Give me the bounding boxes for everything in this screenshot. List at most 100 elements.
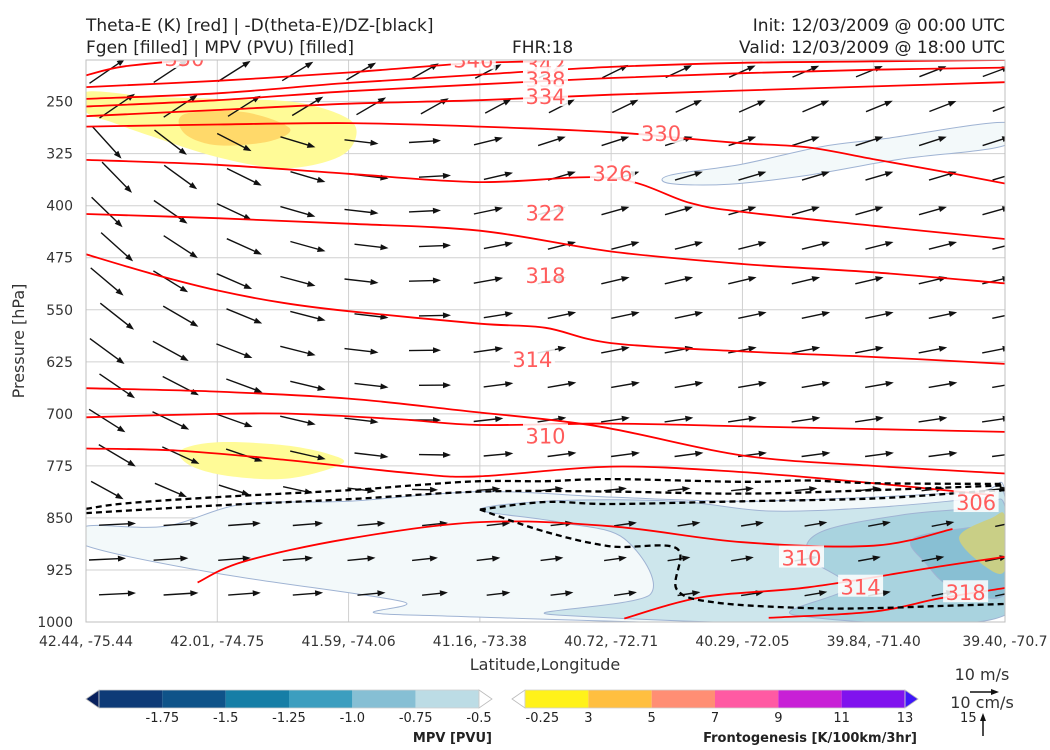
wind-arrow	[216, 132, 250, 151]
wind-arrowhead	[555, 555, 564, 562]
wind-arrowhead	[682, 555, 691, 562]
wind-arrowhead	[693, 100, 702, 107]
mpv-colorbar-tick: -0.75	[399, 711, 433, 726]
wind-arrow	[163, 164, 196, 189]
wind-arrowhead	[317, 385, 326, 391]
mpv-colorbar-label: MPV [PVU]	[413, 731, 492, 746]
fgen-colorbar-label: Frontogenesis [K/100km/3hr]	[703, 731, 917, 746]
wind-arrow	[995, 593, 1005, 597]
y-tick-label: 925	[46, 563, 73, 579]
wind-arrowhead	[494, 276, 504, 283]
wind-arrow	[163, 592, 196, 596]
wind-arrowhead	[492, 486, 501, 493]
theta-e-contour-306	[86, 447, 992, 496]
wind-arrow	[290, 240, 323, 252]
wind-arrowhead	[1012, 241, 1021, 247]
contour-label: 318	[946, 581, 986, 605]
wind-arrow	[291, 97, 322, 117]
wind-arrowhead	[1009, 521, 1017, 527]
wind-arrowhead	[495, 416, 504, 423]
wind-arrow	[88, 557, 124, 561]
x-tick-label: 40.72, -72.71	[564, 634, 658, 650]
mpv-colorbar-tick: -1.75	[146, 711, 180, 726]
mpv-colorbar-segment	[225, 690, 289, 708]
wind-arrowhead	[557, 345, 567, 352]
wind-arrowhead	[380, 244, 389, 251]
wind-arrowhead	[811, 345, 821, 352]
wind-arrowhead	[882, 520, 891, 527]
wind-arrowhead	[621, 345, 630, 352]
wind-arrow	[226, 238, 260, 254]
wind-arrowhead	[758, 311, 767, 317]
wind-arrowhead	[758, 450, 767, 457]
forecast-hour: FHR:18	[512, 38, 573, 58]
wind-arrowhead	[567, 171, 576, 177]
wind-arrowhead	[243, 283, 253, 289]
wind-arrowhead	[875, 276, 884, 282]
fgen-colorbar-tick: 9	[774, 711, 782, 726]
wind-arrowhead	[684, 206, 693, 212]
wind-arrowhead	[1002, 276, 1005, 282]
wind-arrowhead	[949, 450, 958, 457]
mpv-colorbar: -1.75 -1.5 -1.25 -1.0 -0.75 -0.5 -0.25	[85, 689, 559, 726]
theta-e-contour-314	[624, 555, 1005, 620]
wind-arrowhead	[314, 96, 324, 104]
dthetae-dz-contour	[86, 477, 1005, 511]
wind-arrow	[99, 94, 133, 119]
y-tick-label: 775	[46, 459, 73, 475]
wind-arrow	[98, 522, 134, 526]
contour-label: 318	[525, 264, 565, 288]
mpv-colorbar-segment	[162, 690, 226, 708]
fgen-colorbar-tick: 13	[897, 711, 914, 726]
wind-arrowhead	[377, 520, 386, 527]
vertical-scale-label: 10 cm/s	[950, 693, 1014, 712]
wind-arrowhead	[821, 311, 831, 317]
wind-arrowhead	[432, 138, 441, 144]
wind-arrow	[290, 310, 323, 321]
wind-arrowhead	[938, 136, 947, 142]
x-tick-label: 40.29, -72.05	[695, 634, 789, 650]
wind-arrowhead	[621, 415, 630, 422]
wind-arrowhead	[439, 590, 448, 597]
wind-arrowhead	[178, 147, 187, 155]
wind-arrowhead	[242, 60, 251, 68]
mpv-colorbar-segment	[99, 690, 163, 708]
wind-arrow	[995, 523, 1005, 528]
wind-arrowhead	[127, 459, 136, 467]
valid-time: Valid: 12/03/2009 @ 18:00 UTC	[739, 38, 1005, 58]
wind-arrowhead	[628, 590, 637, 597]
wind-arrowhead	[948, 380, 958, 387]
wind-arrow	[280, 345, 313, 356]
contour-label-bg	[523, 66, 568, 89]
contour-label-bg	[523, 423, 568, 446]
contour-label: 306	[956, 491, 996, 515]
wind-arrow	[98, 592, 134, 596]
wind-arrowhead	[1012, 101, 1021, 107]
wind-arrowhead	[884, 100, 893, 107]
wind-arrow	[992, 384, 1005, 389]
wind-arrowhead	[1013, 451, 1021, 457]
contour-label-bg	[779, 545, 825, 568]
wind-arrowhead	[380, 453, 389, 459]
contour-label: 322	[525, 202, 565, 226]
wind-arrow	[216, 343, 250, 358]
wind-arrowhead	[621, 276, 630, 282]
wind-arrow	[354, 452, 386, 458]
wind-arrow	[280, 205, 313, 217]
wind-arrow	[344, 347, 376, 353]
wind-arrowhead	[811, 206, 820, 212]
wind-arrowhead	[189, 182, 198, 190]
y-tick-label: 850	[46, 511, 73, 527]
contour-label: 310	[525, 424, 565, 448]
wind-arrowhead	[557, 136, 566, 142]
wind-arrowhead	[1001, 136, 1005, 142]
wind-arrowhead	[684, 276, 694, 282]
wind-arrowhead	[502, 590, 511, 597]
contour-label-bg	[523, 263, 568, 286]
wind-arrowhead	[682, 486, 691, 492]
wind-arrowhead	[125, 322, 135, 330]
wind-arrowhead	[253, 386, 263, 393]
plot-frame	[85, 59, 1006, 623]
wind-arrowhead	[629, 99, 639, 106]
